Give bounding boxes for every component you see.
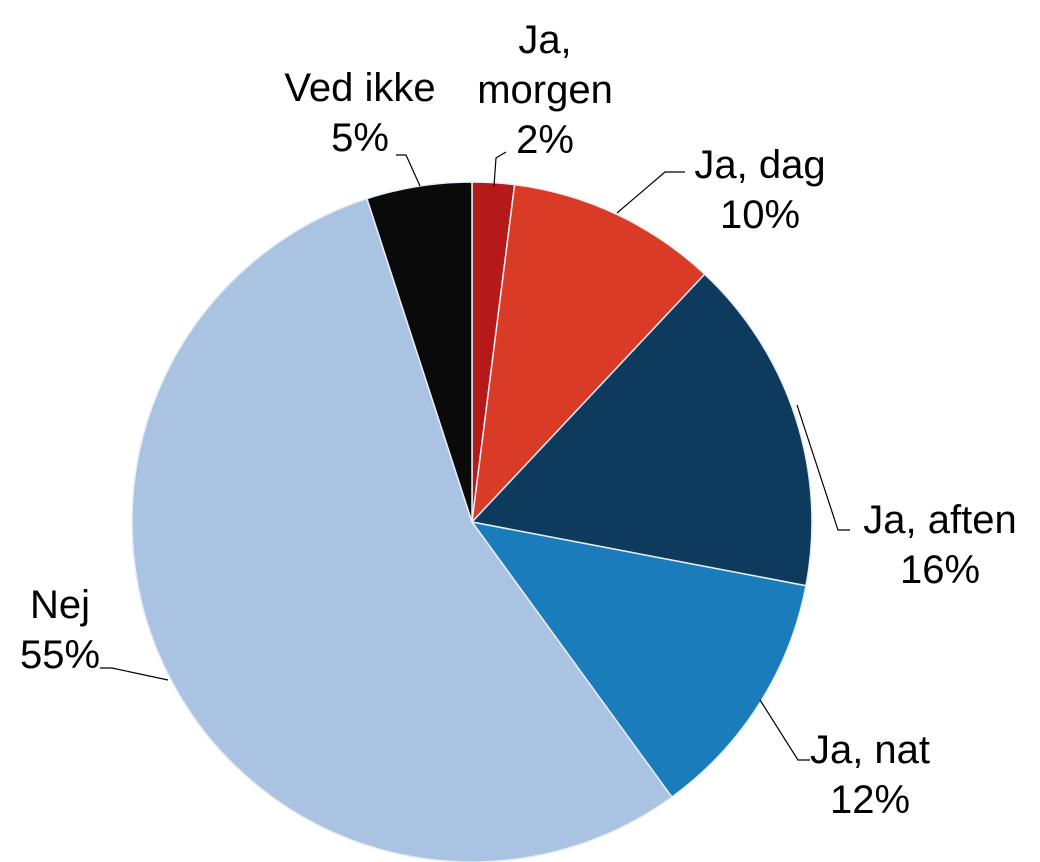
category-label: Ved ikke <box>250 63 470 113</box>
category-label: Nej <box>0 580 120 630</box>
category-label: Ja, morgen <box>460 15 630 115</box>
value-label: 10% <box>650 190 870 240</box>
value-label: 5% <box>250 113 470 163</box>
category-label: Ja, aften <box>820 495 1040 545</box>
chart: Ja, morgen2%Ja, dag10%Ja, aften16%Ja, na… <box>0 0 1040 862</box>
value-label: 55% <box>0 630 120 680</box>
category-label: Ja, dag <box>650 140 870 190</box>
category-label: Ja, nat <box>760 725 980 775</box>
value-label: 2% <box>460 115 630 165</box>
value-label: 16% <box>820 545 1040 595</box>
value-label: 12% <box>760 775 980 825</box>
